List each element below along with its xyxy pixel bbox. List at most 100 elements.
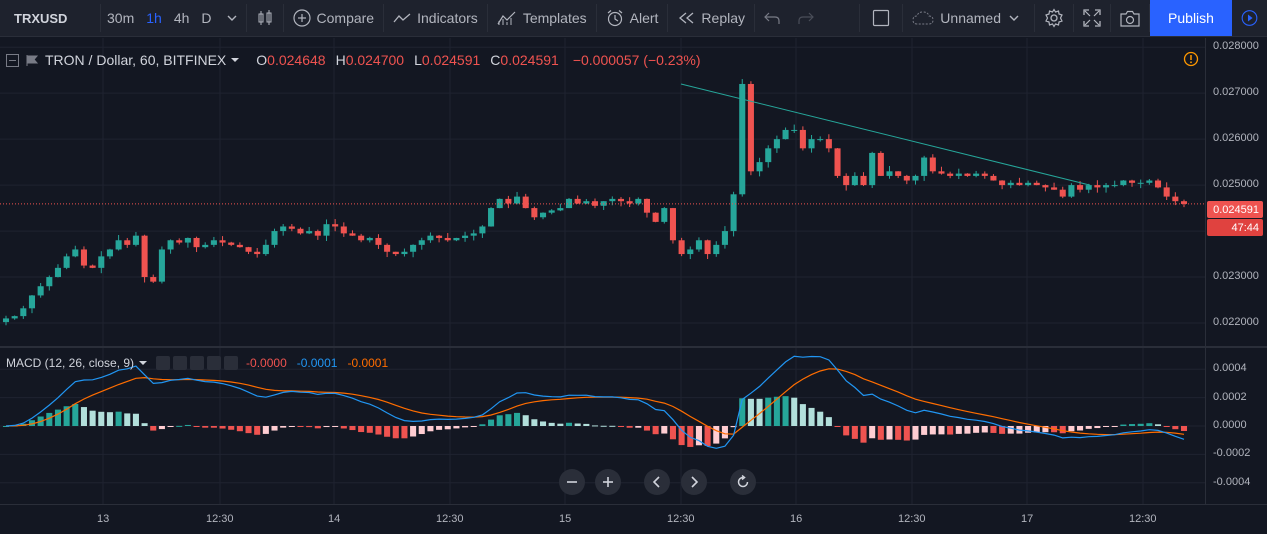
snapshot-button[interactable]	[1111, 0, 1149, 36]
interval-30m[interactable]: 30m	[107, 10, 135, 26]
macd-histogram-bar	[1111, 426, 1118, 427]
macd-histogram-bar	[28, 420, 36, 426]
pane-separator[interactable]	[0, 346, 1267, 348]
macd-histogram-bar	[860, 426, 867, 443]
candle	[340, 222, 347, 237]
candle	[903, 174, 910, 185]
candle	[999, 180, 1006, 190]
candle-body	[548, 210, 555, 213]
candle-body	[947, 173, 954, 176]
macd-histogram-bar	[1137, 423, 1144, 426]
interval-1h[interactable]: 1h	[146, 10, 162, 26]
candle	[895, 171, 902, 179]
interval-d[interactable]: D	[201, 10, 212, 26]
collapse-legend-icon[interactable]	[6, 53, 19, 67]
interval-4h[interactable]: 4h	[173, 10, 190, 26]
toolbar-divider	[1149, 4, 1150, 32]
candles-icon	[258, 10, 272, 25]
candle-body	[747, 83, 754, 172]
macd-histogram-bar	[392, 426, 399, 439]
candle-body	[1094, 185, 1101, 188]
source-code-icon[interactable]	[190, 356, 205, 370]
alert-button[interactable]: Alert	[597, 0, 668, 36]
layout-button[interactable]	[860, 0, 902, 36]
reset-chart-button[interactable]	[730, 469, 756, 495]
macd-histogram-bar	[669, 426, 676, 440]
candle	[505, 195, 512, 209]
caret-down-icon[interactable]	[138, 359, 148, 367]
scroll-left-button[interactable]	[644, 469, 670, 495]
macd-histogram-bar	[340, 426, 347, 429]
macd-title[interactable]: MACD (12, 26, close, 9)	[6, 356, 135, 370]
candle-body	[721, 231, 728, 245]
candle	[661, 207, 668, 224]
price-tick-label: 0.022000	[1213, 316, 1259, 328]
price-axis[interactable]: 0.0280000.0270000.0260000.0250000.024000…	[1205, 38, 1267, 346]
caret-down-icon[interactable]	[230, 56, 240, 64]
candle	[886, 166, 893, 179]
macd-histogram-bar	[98, 411, 105, 426]
time-axis[interactable]: 13 12:30 14 12:30 15 12:30 16 12:30 17 12:30	[0, 504, 1267, 534]
more-icon[interactable]	[207, 356, 222, 370]
macd-histogram-bar	[557, 423, 564, 426]
macd-histogram-bar	[141, 423, 148, 426]
candle	[262, 239, 269, 256]
time-tick-label: 14	[328, 513, 341, 525]
replay-button[interactable]: Replay	[668, 0, 754, 36]
macd-histogram-bar	[384, 426, 391, 437]
compare-button[interactable]: Compare	[284, 0, 384, 36]
candle-body	[462, 235, 469, 238]
indicators-button[interactable]: Indicators	[384, 0, 487, 36]
plus-icon	[603, 477, 613, 487]
templates-button[interactable]: Templates	[488, 0, 596, 36]
candle	[37, 282, 44, 298]
candle	[1111, 180, 1118, 188]
candle	[1025, 180, 1032, 187]
candle-body	[115, 240, 122, 250]
publish-button[interactable]: Publish	[1150, 0, 1232, 36]
price-chart-pane[interactable]	[0, 38, 1205, 346]
trend-line[interactable]	[680, 83, 1091, 186]
macd-histogram-bar	[46, 412, 53, 426]
settings-small-icon[interactable]	[173, 356, 188, 370]
flag-icon[interactable]	[25, 54, 39, 67]
macd-histogram-bar	[349, 426, 356, 431]
undo-button[interactable]	[755, 0, 789, 36]
low-value: 0.024591	[421, 52, 481, 68]
candle	[28, 294, 36, 314]
symbol-search[interactable]: TRXUSD	[14, 10, 68, 26]
macd-histogram-bar	[1068, 426, 1075, 432]
settings-button[interactable]	[1035, 0, 1073, 36]
candle	[332, 219, 339, 232]
warning-icon[interactable]	[1183, 51, 1199, 67]
scroll-right-button[interactable]	[681, 469, 707, 495]
fullscreen-button[interactable]	[1074, 0, 1110, 36]
macd-tick-label: 0.0000	[1213, 419, 1247, 431]
candle-body	[384, 244, 391, 252]
macd-histogram-bar	[63, 406, 70, 426]
eye-icon[interactable]	[156, 356, 171, 370]
close-icon[interactable]	[224, 356, 239, 370]
macd-histogram-bar	[834, 426, 841, 427]
zoom-out-button[interactable]	[559, 469, 585, 495]
redo-button[interactable]	[789, 0, 823, 36]
macd-histogram-bar	[436, 426, 443, 430]
interval-dropdown[interactable]	[218, 0, 246, 36]
candle-body	[410, 244, 417, 252]
macd-histogram-bar	[193, 426, 200, 427]
candle	[115, 234, 122, 251]
macd-histogram-bar	[202, 426, 209, 428]
candle-body	[193, 237, 200, 248]
undo-icon	[764, 12, 780, 24]
macd-histogram-bar	[877, 426, 884, 440]
layout-name-button[interactable]: Unnamed	[903, 0, 1034, 36]
sidebar-toggle-button[interactable]	[1232, 0, 1267, 36]
macd-histogram-bar	[1059, 426, 1066, 434]
symbol-title[interactable]: TRON / Dollar, 60, BITFINEX	[45, 52, 227, 68]
chart-style-button[interactable]	[247, 0, 283, 36]
candle	[713, 241, 720, 257]
candle	[869, 151, 876, 189]
zoom-in-button[interactable]	[595, 469, 621, 495]
macd-histogram-bar	[124, 413, 131, 426]
macd-axis[interactable]: 0.0004 0.0002 0.0000 -0.0002 -0.0004	[1205, 348, 1267, 504]
